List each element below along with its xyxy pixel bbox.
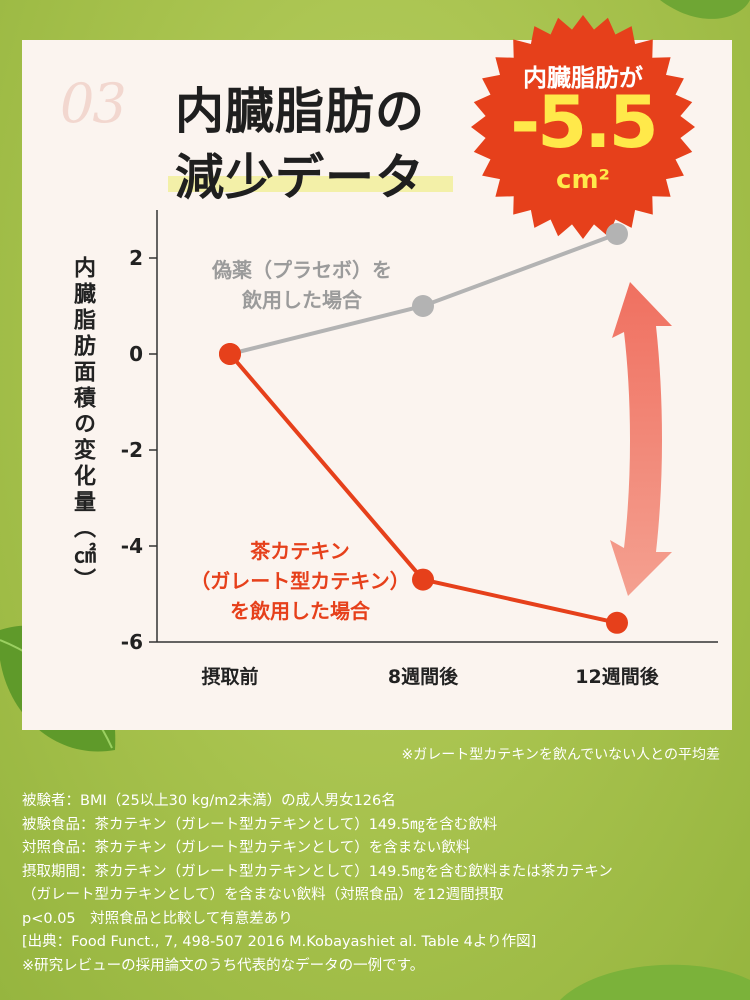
footnote-line: 被験食品：茶カテキン（ガレート型カテキンとして）149.5㎎を含む飲料 — [22, 816, 498, 833]
series-label: 偽薬（プラセボ）を — [211, 258, 392, 282]
y-tick-label: 0 — [129, 342, 143, 366]
y-tick-label: 2 — [129, 246, 143, 270]
data-point — [412, 568, 434, 591]
y-tick-label: -6 — [121, 630, 143, 654]
data-point — [606, 611, 628, 634]
badge-label: 内臓脂肪が — [523, 64, 643, 92]
footnote-line: 被験者：BMI（25以上30 kg/m2未満）の成人男女126名 — [22, 793, 396, 809]
footnote-line: p<0.05 対照食品と比較して有意差あり — [22, 910, 293, 927]
page-title-line2: 減少データ — [175, 149, 426, 206]
tea-leaf-bottom-right-icon — [560, 964, 750, 1000]
footnote-line: 対照食品：茶カテキン（ガレート型カテキンとして）を含まない飲料 — [22, 840, 471, 856]
x-tick-label: 摂取前 — [201, 665, 258, 688]
title-highlight — [168, 176, 453, 192]
page-title-line1: 内臓脂肪の — [175, 83, 426, 140]
chart-note: ※ガレート型カテキンを飲んでいない人との平均差 — [401, 747, 720, 763]
section-number: 03 — [60, 72, 127, 135]
y-axis-label: 内臓脂肪面積の変化量（㎠） — [70, 256, 95, 594]
footnote-line: 摂取期間：茶カテキン（ガレート型カテキンとして）149.5㎎を含む飲料または茶カ… — [22, 863, 613, 880]
result-badge — [471, 15, 695, 239]
series-label: 飲用した場合 — [241, 288, 363, 312]
badge-value: -5.5 — [510, 80, 658, 164]
footnote-line: ※研究レビューの採用論文のうち代表的なデータの一例です。 — [22, 957, 425, 974]
y-tick-label: -4 — [121, 534, 143, 558]
x-tick-label: 8週間後 — [388, 665, 459, 688]
series-label: 茶カテキン — [250, 539, 349, 563]
line-chart: 2 0 -2 -4 -6 摂取前 8週間後 12週間後 偽薬（プラセボ）を飲用した場合茶カテキン… — [121, 210, 718, 688]
footnote-line: [出典：Food Funct., 7, 498-507 2016 M.Kobay… — [22, 934, 537, 950]
data-point — [219, 343, 241, 365]
series-label: を飲用した場合 — [230, 599, 371, 623]
footnote-line: （ガレート型カテキンとして）を含まない飲料（対照食品）を12週間摂取 — [22, 887, 504, 903]
badge-unit: cm² — [556, 165, 610, 195]
footnotes: 被験者：BMI（25以上30 kg/m2未満）の成人男女126名 被験食品：茶カ… — [22, 790, 728, 978]
y-tick-label: -2 — [121, 438, 143, 462]
data-point — [412, 295, 434, 317]
series-label: （ガレート型カテキン） — [190, 569, 409, 593]
data-point — [606, 223, 628, 245]
difference-arrow-icon — [610, 282, 672, 596]
tea-leaf-top-right-icon — [660, 0, 750, 19]
x-tick-label: 12週間後 — [575, 665, 659, 688]
